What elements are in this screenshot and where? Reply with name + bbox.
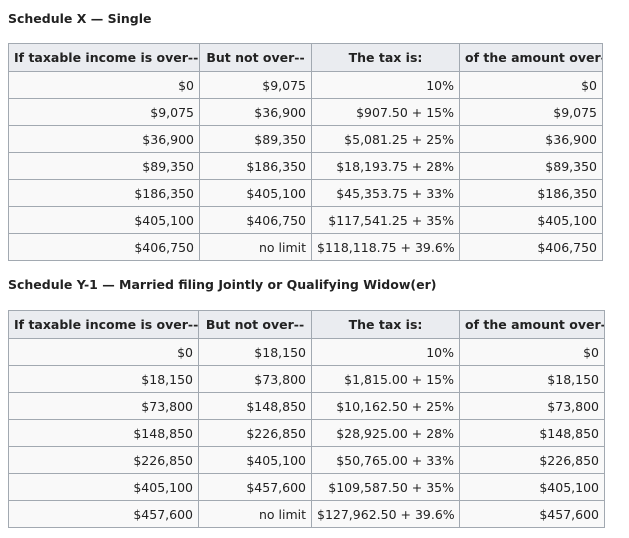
schedule-x-caption: Schedule X — Single [8,11,152,26]
table-row: $89,350 $186,350 $18,193.75 + 28% $89,35… [8,152,603,180]
cell-amount-over: $457,600 [459,500,605,528]
table-header-row: If taxable income is over-- But not over… [8,43,603,72]
table-row: $405,100 $457,600 $109,587.50 + 35% $405… [8,473,605,501]
cell-not-over: no limit [198,500,312,528]
cell-amount-over: $405,100 [459,473,605,501]
cell-over: $405,100 [8,206,200,234]
cell-amount-over: $405,100 [459,206,603,234]
table-row: $0 $18,150 10% $0 [8,338,605,366]
cell-tax: $45,353.75 + 33% [311,179,460,207]
cell-amount-over: $18,150 [459,365,605,393]
cell-tax: $5,081.25 + 25% [311,125,460,153]
cell-not-over: $457,600 [198,473,312,501]
cell-not-over: $89,350 [199,125,312,153]
cell-not-over: $9,075 [199,71,312,99]
column-header-over: If taxable income is over-- [8,310,199,339]
cell-not-over: no limit [199,233,312,261]
cell-over: $0 [8,338,199,366]
cell-over: $73,800 [8,392,199,420]
table-row: $9,075 $36,900 $907.50 + 15% $9,075 [8,98,603,126]
cell-amount-over: $406,750 [459,233,603,261]
cell-tax: $50,765.00 + 33% [311,446,460,474]
table-row: $457,600 no limit $127,962.50 + 39.6% $4… [8,500,605,528]
cell-amount-over: $36,900 [459,125,603,153]
table-row: $148,850 $226,850 $28,925.00 + 28% $148,… [8,419,605,447]
cell-amount-over: $186,350 [459,179,603,207]
cell-over: $0 [8,71,200,99]
cell-over: $36,900 [8,125,200,153]
cell-over: $18,150 [8,365,199,393]
cell-tax: $907.50 + 15% [311,98,460,126]
cell-not-over: $406,750 [199,206,312,234]
cell-not-over: $18,150 [198,338,312,366]
cell-over: $186,350 [8,179,200,207]
cell-not-over: $226,850 [198,419,312,447]
column-header-amount-over: of the amount over-- [459,43,603,72]
cell-tax: $117,541.25 + 35% [311,206,460,234]
table-row: $36,900 $89,350 $5,081.25 + 25% $36,900 [8,125,603,153]
schedule-y1-table: If taxable income is over-- But not over… [8,310,605,528]
column-header-amount-over: of the amount over-- [459,310,605,339]
column-header-not-over: But not over-- [198,310,312,339]
cell-tax: 10% [311,71,460,99]
cell-tax: $118,118.75 + 39.6% [311,233,460,261]
cell-over: $226,850 [8,446,199,474]
cell-tax: $28,925.00 + 28% [311,419,460,447]
column-header-over: If taxable income is over-- [8,43,200,72]
cell-not-over: $73,800 [198,365,312,393]
table-row: $0 $9,075 10% $0 [8,71,603,99]
cell-tax: $1,815.00 + 15% [311,365,460,393]
cell-over: $9,075 [8,98,200,126]
cell-over: $89,350 [8,152,200,180]
cell-amount-over: $148,850 [459,419,605,447]
table-row: $405,100 $406,750 $117,541.25 + 35% $405… [8,206,603,234]
table-row: $406,750 no limit $118,118.75 + 39.6% $4… [8,233,603,261]
cell-amount-over: $0 [459,338,605,366]
cell-over: $405,100 [8,473,199,501]
cell-amount-over: $89,350 [459,152,603,180]
cell-tax: 10% [311,338,460,366]
column-header-tax: The tax is: [311,43,460,72]
cell-over: $148,850 [8,419,199,447]
cell-amount-over: $73,800 [459,392,605,420]
cell-not-over: $186,350 [199,152,312,180]
table-row: $226,850 $405,100 $50,765.00 + 33% $226,… [8,446,605,474]
cell-over: $406,750 [8,233,200,261]
cell-tax: $10,162.50 + 25% [311,392,460,420]
cell-not-over: $148,850 [198,392,312,420]
cell-over: $457,600 [8,500,199,528]
schedule-x-table: If taxable income is over-- But not over… [8,43,603,261]
cell-amount-over: $226,850 [459,446,605,474]
cell-not-over: $405,100 [198,446,312,474]
cell-tax: $109,587.50 + 35% [311,473,460,501]
table-row: $73,800 $148,850 $10,162.50 + 25% $73,80… [8,392,605,420]
table-row: $186,350 $405,100 $45,353.75 + 33% $186,… [8,179,603,207]
table-header-row: If taxable income is over-- But not over… [8,310,605,339]
cell-amount-over: $0 [459,71,603,99]
table-row: $18,150 $73,800 $1,815.00 + 15% $18,150 [8,365,605,393]
cell-tax: $18,193.75 + 28% [311,152,460,180]
cell-amount-over: $9,075 [459,98,603,126]
column-header-tax: The tax is: [311,310,460,339]
cell-not-over: $36,900 [199,98,312,126]
column-header-not-over: But not over-- [199,43,312,72]
cell-tax: $127,962.50 + 39.6% [311,500,460,528]
schedule-y1-caption: Schedule Y-1 — Married filing Jointly or… [8,277,437,292]
cell-not-over: $405,100 [199,179,312,207]
